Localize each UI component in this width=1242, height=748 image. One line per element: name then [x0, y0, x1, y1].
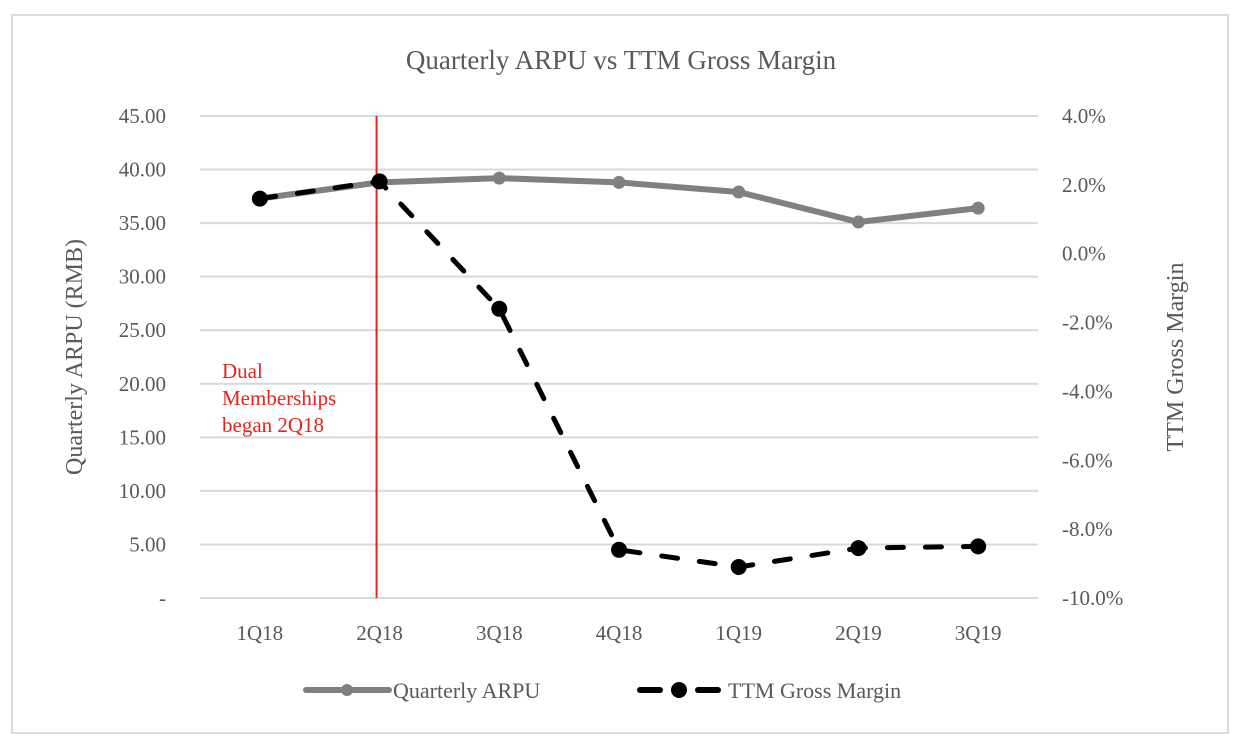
chart-title: Quarterly ARPU vs TTM Gross Margin [406, 45, 837, 75]
data-point [251, 190, 268, 207]
data-point [971, 201, 985, 215]
series [251, 171, 987, 576]
x-tick-label: 2Q18 [356, 621, 403, 645]
y-tick-label: 10.00 [119, 479, 166, 503]
x-tick-label: 3Q19 [955, 621, 1002, 645]
y-tick-label: 40.00 [119, 158, 166, 182]
legend-marker [671, 682, 687, 698]
x-axis: 1Q18 2Q18 3Q18 4Q18 1Q19 2Q19 3Q19 [237, 621, 1002, 645]
y2-tick-label: 0.0% [1062, 242, 1106, 266]
legend-label: TTM Gross Margin [728, 678, 901, 703]
legend-item-ttm-gross-margin: TTM Gross Margin [637, 678, 901, 703]
y-tick-label: 35.00 [119, 211, 166, 235]
data-point [491, 300, 508, 317]
data-point [970, 538, 987, 555]
chart-frame [11, 14, 1229, 734]
annotation-text: began 2Q18 [222, 413, 324, 437]
legend-marker [341, 684, 353, 696]
data-point [732, 185, 746, 199]
x-tick-label: 2Q19 [835, 621, 882, 645]
data-point [851, 215, 865, 229]
y2-tick-label: 2.0% [1062, 173, 1106, 197]
y-axis-left: - 5.00 10.00 15.00 20.00 25.00 30.00 35.00 40.00… [119, 104, 166, 610]
y-tick-label: 15.00 [119, 425, 166, 449]
legend-item-quarterly-arpu: Quarterly ARPU [303, 678, 540, 703]
gridlines [200, 115, 1038, 599]
annotation-text: Dual [222, 359, 263, 383]
y-tick-label: - [159, 586, 166, 610]
data-point [371, 173, 388, 190]
y-tick-label: 30.00 [119, 265, 166, 289]
annotation: Dual Memberships began 2Q18 [222, 116, 378, 598]
y2-tick-label: -4.0% [1062, 379, 1113, 403]
legend: Quarterly ARPU TTM Gross Margin [303, 678, 901, 703]
y-tick-label: 5.00 [129, 532, 166, 556]
y-tick-label: 45.00 [119, 104, 166, 128]
y-axis-title: Quarterly ARPU (RMB) [62, 239, 88, 475]
x-tick-label: 1Q19 [715, 621, 762, 645]
y-tick-label: 20.00 [119, 372, 166, 396]
series-quarterly-arpu [253, 171, 985, 229]
x-tick-label: 3Q18 [476, 621, 523, 645]
y2-tick-label: -8.0% [1062, 517, 1113, 541]
y2-tick-label: 4.0% [1062, 104, 1106, 128]
y2-tick-label: -10.0% [1062, 586, 1123, 610]
x-tick-label: 1Q18 [237, 621, 284, 645]
y-tick-label: 25.00 [119, 318, 166, 342]
x-tick-label: 4Q18 [596, 621, 643, 645]
series-ttm-gross-margin [251, 173, 987, 576]
annotation-text: Memberships [222, 386, 336, 410]
series-line [257, 178, 981, 570]
data-point [611, 541, 627, 558]
y2-tick-label: -6.0% [1062, 448, 1113, 472]
y2-tick-label: -2.0% [1062, 311, 1113, 335]
data-point [730, 559, 747, 576]
data-point [850, 540, 867, 557]
y-axis-right: -10.0% -8.0% -6.0% -4.0% -2.0% 0.0% 2.0% 4.0% [1062, 104, 1123, 610]
legend-label: Quarterly ARPU [393, 678, 540, 703]
data-point [492, 171, 506, 185]
data-point [612, 175, 626, 189]
y2-axis-title: TTM Gross Margin [1163, 263, 1189, 452]
